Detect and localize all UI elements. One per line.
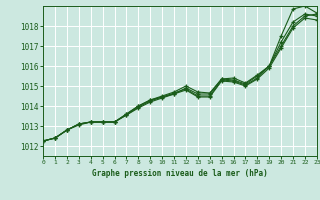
- X-axis label: Graphe pression niveau de la mer (hPa): Graphe pression niveau de la mer (hPa): [92, 169, 268, 178]
